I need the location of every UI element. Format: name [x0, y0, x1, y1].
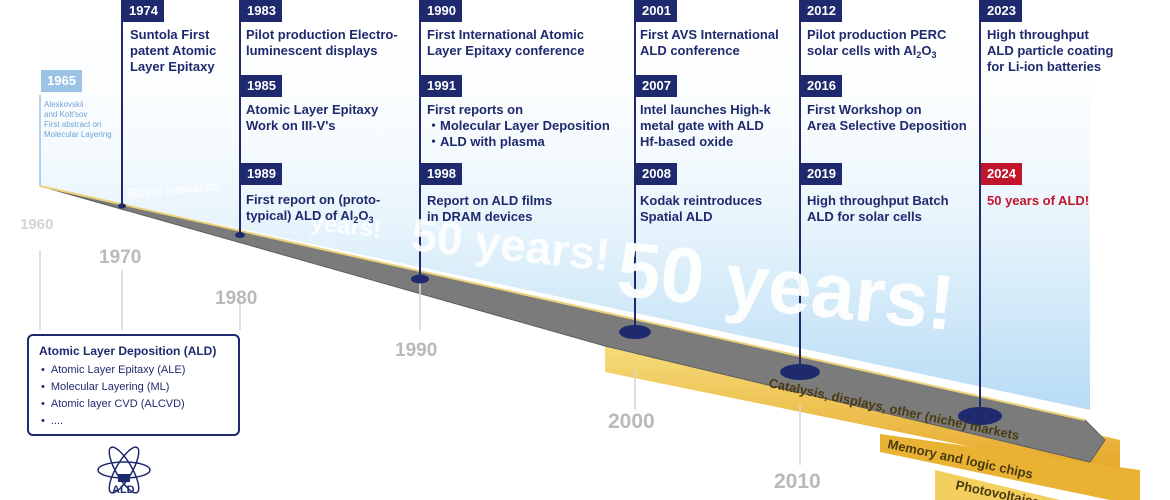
year-badge-1990: 1990 — [421, 0, 462, 22]
marker-2012 — [780, 364, 820, 380]
event-text-1989: First report on (proto- typical) ALD of … — [246, 192, 381, 225]
year-badge-1991: 1991 — [421, 75, 462, 97]
axis-year-2010: 2010 — [774, 470, 821, 493]
event-text-1990: First International Atomic Layer Epitaxy… — [427, 27, 585, 58]
axis-year-1990: 1990 — [395, 340, 438, 361]
event-markers — [118, 203, 1002, 425]
ald-box-item: Atomic layer CVD (ALCVD) — [51, 396, 228, 413]
ald-logo-text: ALD — [112, 484, 135, 496]
event-text-2016: First Workshop on Area Selective Deposit… — [807, 102, 967, 133]
marker-2001 — [619, 325, 651, 339]
market-slab-memory — [880, 434, 1140, 500]
timeline-road-edge — [39, 185, 1106, 463]
year-badge-2023: 2023 — [981, 0, 1022, 22]
marker-2023 — [958, 407, 1002, 425]
year-badge-1974: 1974 — [123, 0, 164, 22]
market-slab-pv — [935, 470, 1060, 500]
timeline-road-top — [39, 185, 1086, 421]
ald-logo — [97, 446, 151, 494]
event-text-1983: Pilot production Electro- luminescent di… — [246, 27, 398, 58]
event-text-2008: Kodak reintroduces Spatial ALD — [640, 193, 763, 224]
ald-box-item: Molecular Layering (ML) — [51, 379, 228, 396]
year-badge-2007: 2007 — [636, 75, 677, 97]
year-badge-2012: 2012 — [801, 0, 842, 22]
year-badge-2019: 2019 — [801, 163, 842, 185]
ald-box-item: Atomic Layer Epitaxy (ALE) — [51, 362, 228, 379]
event-text-2012: Pilot production PERC solar cells with A… — [807, 27, 947, 60]
event-poles — [121, 0, 981, 416]
axis-year-1970: 1970 — [99, 247, 142, 268]
event-text-1998: Report on ALD films in DRAM devices — [427, 193, 553, 224]
axis-year-2000: 2000 — [608, 410, 655, 433]
event-text-2019: High throughput Batch ALD for solar cell… — [807, 193, 949, 224]
year-badge-1983: 1983 — [241, 0, 282, 22]
event-text-1965: Aleskovskii and Kolt'sov First abstract … — [44, 100, 112, 139]
year-badge-1985: 1985 — [241, 75, 282, 97]
event-text-1991: First reports on ・Molecular Layer Deposi… — [427, 102, 610, 149]
ald-box-item: .... — [51, 413, 228, 430]
light-beam — [40, 0, 1090, 410]
event-text-2024: 50 years of ALD! — [987, 193, 1090, 208]
timeline-road — [40, 186, 1105, 462]
ald-info-box: Atomic Layer Deposition (ALD) Atomic Lay… — [27, 334, 240, 436]
ald-box-title: Atomic Layer Deposition (ALD) — [39, 344, 217, 358]
year-badge-2016: 2016 — [801, 75, 842, 97]
marker-1974 — [118, 203, 126, 209]
ald-box-list: Atomic Layer Epitaxy (ALE) Molecular Lay… — [39, 362, 228, 430]
marker-1990 — [411, 274, 429, 284]
year-badge-2024: 2024 — [981, 163, 1022, 185]
axis-year-1960: 1960 — [20, 216, 54, 233]
axis-year-1980: 1980 — [215, 288, 258, 309]
year-badge-1998: 1998 — [421, 163, 462, 185]
year-badge-2008: 2008 — [636, 163, 677, 185]
event-text-2023: High throughput ALD particle coating for… — [987, 27, 1114, 74]
event-text-1974: Suntola First patent Atomic Layer Epitax… — [130, 27, 217, 74]
year-badge-1989: 1989 — [241, 163, 282, 185]
year-badge-2001: 2001 — [636, 0, 677, 22]
event-text-2001: First AVS International ALD conference — [640, 27, 779, 58]
year-badge-1965: 1965 — [41, 70, 82, 92]
event-text-1985: Atomic Layer Epitaxy Work on III-V's — [246, 102, 379, 133]
event-text-2007: Intel launches High-k metal gate with AL… — [640, 102, 771, 149]
marker-1983 — [235, 232, 245, 238]
